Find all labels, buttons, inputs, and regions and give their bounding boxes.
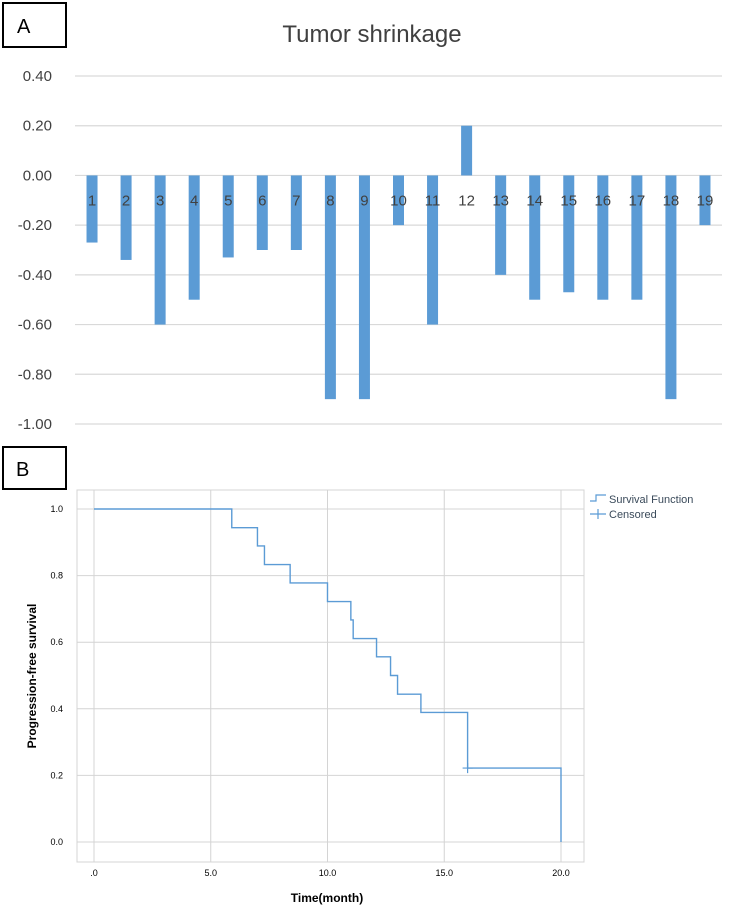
chart-b-legend: Survival Function Censored [590, 494, 693, 521]
panel-a-label-box [2, 2, 67, 48]
chart-a-bar [631, 175, 643, 300]
chart-a-bar [358, 175, 370, 400]
chart-a-bars [86, 125, 711, 400]
chart-b-y-tick-label: 0.2 [50, 770, 63, 780]
chart-a-y-tick-label: -0.80 [18, 366, 52, 383]
chart-a-category-label: 7 [292, 192, 300, 209]
chart-a-category-label: 8 [326, 192, 334, 209]
legend-censored-swatch [590, 509, 606, 519]
chart-a-category-label: 2 [122, 192, 130, 209]
chart-a-bar [120, 175, 132, 260]
chart-a-category-label: 12 [458, 192, 475, 209]
chart-a-bar [699, 175, 711, 226]
chart-a-title: Tumor shrinkage [282, 21, 461, 48]
chart-a-category-label: 5 [224, 192, 232, 209]
chart-a-y-tick-label: -0.60 [18, 317, 52, 334]
chart-a-bar [461, 125, 473, 176]
chart-a-bar [393, 175, 404, 226]
chart-a-category-label: 1 [88, 192, 96, 209]
chart-a-bar [427, 175, 439, 325]
panel-a: A Tumor shrinkage 0.40 0.20 0.00 -0.20 -0.40… [2, 2, 722, 433]
chart-a-category-label: 16 [594, 192, 611, 209]
chart-a-category-label: 10 [390, 192, 407, 209]
chart-a-y-tick-label: -0.40 [18, 267, 52, 284]
panel-a-label: A [17, 16, 31, 38]
panel-b-label-box [2, 446, 67, 490]
chart-a-category-label: 9 [360, 192, 368, 209]
chart-a-bar [665, 175, 677, 400]
chart-a-bar [86, 175, 98, 243]
chart-b-y-tick-label: 0.8 [50, 571, 63, 581]
chart-a-category-label: 17 [629, 192, 646, 209]
chart-b-x-tick-label: .0 [90, 868, 98, 878]
chart-b-gridlines [77, 490, 584, 862]
chart-a-category-label: 6 [258, 192, 266, 209]
chart-a-bar [324, 175, 336, 400]
chart-a-bar [563, 175, 575, 293]
chart-a-bar [256, 175, 268, 250]
chart-a-gridlines [75, 75, 722, 425]
chart-a-category-label: 15 [560, 192, 577, 209]
chart-b-frame [76, 489, 585, 863]
chart-b-y-tick-label: 1.0 [50, 504, 63, 514]
chart-b-y-tick-label: 0.4 [50, 704, 63, 714]
chart-a-y-tick-label: 0.20 [23, 118, 52, 135]
chart-a-category-label: 4 [190, 192, 198, 209]
chart-a-y-tick-label: -0.20 [18, 217, 52, 234]
chart-a-category-label: 11 [425, 192, 441, 209]
chart-b-y-tick-label: 0.0 [50, 837, 63, 847]
chart-b-x-tick-label: 20.0 [552, 868, 570, 878]
chart-b-x-ticks: .0 5.0 10.0 15.0 20.0 [90, 868, 570, 878]
chart-b-censored-marks [462, 763, 473, 774]
chart-a-category-label: 3 [156, 192, 164, 209]
chart-a-bar [529, 175, 541, 300]
chart-b-x-tick-label: 5.0 [204, 868, 217, 878]
chart-b-y-tick-label: 0.6 [50, 637, 63, 647]
chart-a-category-label: 14 [526, 192, 543, 209]
chart-a-y-tick-label: -1.00 [18, 416, 52, 433]
chart-a-bar [188, 175, 200, 300]
chart-b-x-tick-label: 15.0 [435, 868, 453, 878]
chart-a-bar [597, 175, 609, 300]
panel-b: B 0.0 0.2 0.4 0.6 0.8 1.0 .0 5.0 10.0 15.0 20.0 T… [2, 446, 693, 905]
legend-censored-label: Censored [609, 509, 657, 521]
chart-a-category-label: 19 [697, 192, 714, 209]
chart-a-bar [290, 175, 302, 250]
chart-a-category-label: 18 [663, 192, 680, 209]
chart-b-survival-line [94, 508, 562, 842]
chart-a-category-label: 13 [492, 192, 509, 209]
chart-b-x-axis-label: Time(month) [291, 891, 363, 905]
chart-a-bar [495, 175, 507, 275]
chart-b-y-axis-label: Progression-free survival [25, 604, 39, 749]
chart-b-y-ticks: 0.0 0.2 0.4 0.6 0.8 1.0 [50, 504, 63, 847]
chart-a-y-ticks: 0.40 0.20 0.00 -0.20 -0.40 -0.60 -0.80 -1.00 [18, 68, 52, 433]
chart-a-y-tick-label: 0.00 [23, 167, 52, 184]
legend-survival-swatch [590, 494, 606, 502]
chart-a-bar [222, 175, 234, 258]
legend-survival-label: Survival Function [609, 494, 693, 506]
chart-a-category-labels: 1 2 3 4 5 6 7 8 9 10 11 12 13 14 15 16 17 18 19 [88, 192, 713, 209]
chart-b-censored-mark [462, 763, 473, 774]
panel-b-label: B [16, 459, 29, 481]
chart-a-y-tick-label: 0.40 [23, 68, 52, 85]
chart-b-x-tick-label: 10.0 [319, 868, 337, 878]
chart-a-bar [154, 175, 166, 325]
